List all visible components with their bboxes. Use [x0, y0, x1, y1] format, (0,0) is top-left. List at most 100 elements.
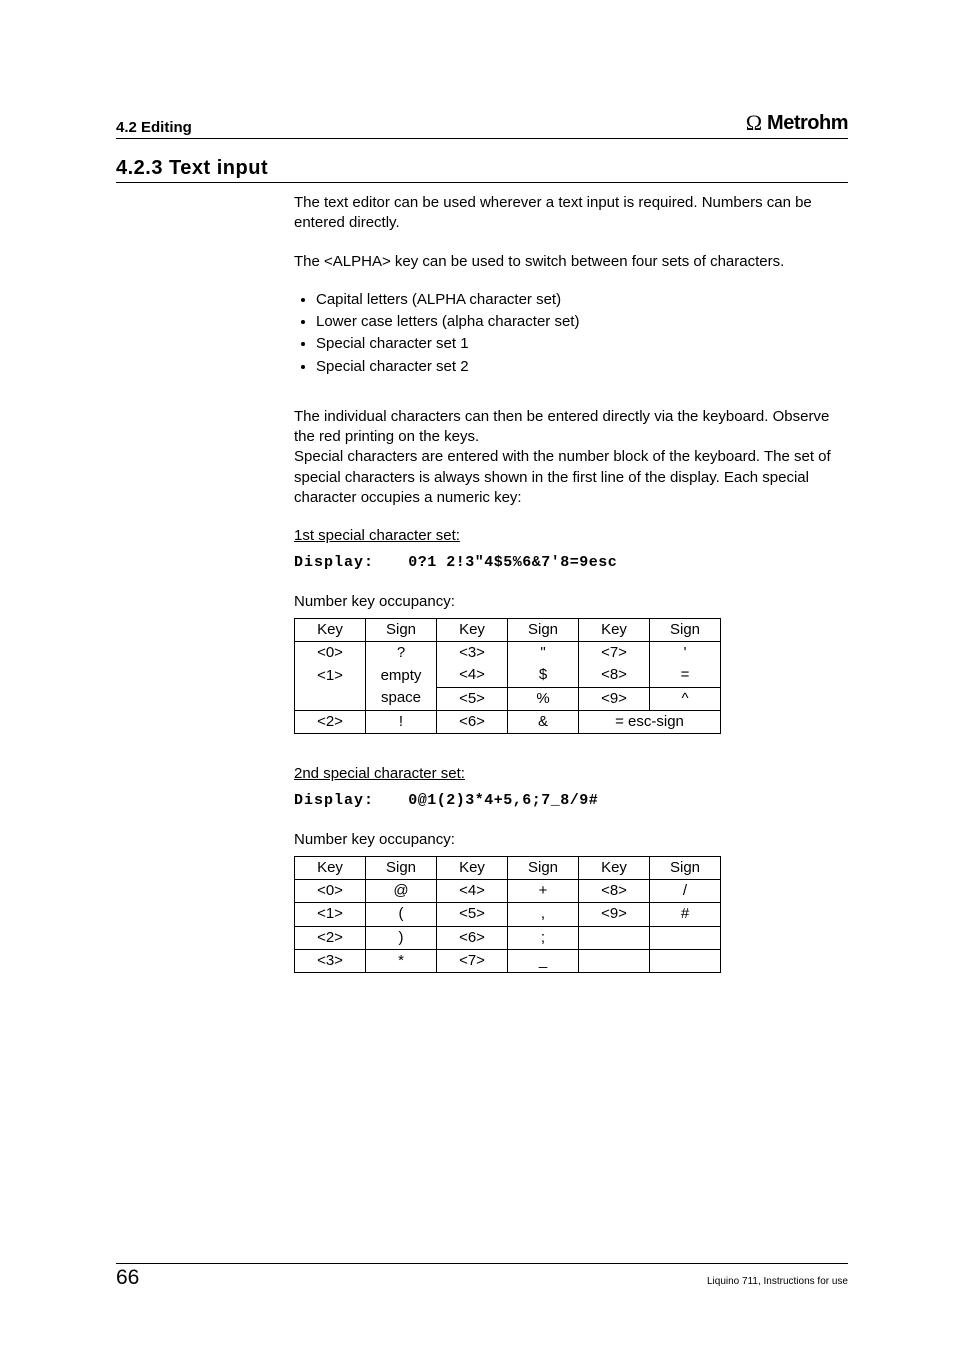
td: [295, 687, 366, 710]
table-row: <2> ) <6> ;: [295, 926, 721, 949]
display-label: Display:: [294, 554, 374, 571]
table-row: <3> * <7> _: [295, 949, 721, 972]
td: <9>: [579, 687, 650, 710]
th: Sign: [650, 618, 721, 641]
set2-title: 2nd special character set:: [294, 764, 848, 784]
td: <8>: [579, 664, 650, 687]
logo-omega-icon: Ω: [746, 110, 761, 136]
td: <5>: [437, 687, 508, 710]
set2-table: Key Sign Key Sign Key Sign <0> @ <4> + <…: [294, 856, 721, 973]
td: ": [508, 642, 579, 665]
th: Sign: [508, 856, 579, 879]
occupancy-label: Number key occupancy:: [294, 592, 848, 612]
set2-display: Display: 0@1(2)3*4+5,6;7_8/9#: [294, 790, 848, 811]
th: Key: [579, 856, 650, 879]
td: [650, 926, 721, 949]
td: ?: [366, 642, 437, 665]
td: +: [508, 880, 579, 903]
td: = esc-sign: [579, 710, 721, 733]
table-row: <1> empty <4> $ <8> =: [295, 664, 721, 687]
td: [579, 926, 650, 949]
td: <1>: [295, 664, 366, 687]
td: [579, 949, 650, 972]
td: <4>: [437, 880, 508, 903]
td: (: [366, 903, 437, 926]
paragraph: The individual characters can then be en…: [294, 407, 848, 448]
table-row: <0> ? <3> " <7> ': [295, 642, 721, 665]
td: /: [650, 880, 721, 903]
doc-title: Liquino 711, Instructions for use: [707, 1276, 848, 1287]
td: %: [508, 687, 579, 710]
td: <6>: [437, 710, 508, 733]
td: <8>: [579, 880, 650, 903]
td: =: [650, 664, 721, 687]
th: Key: [437, 856, 508, 879]
character-set-list: Capital letters (ALPHA character set) Lo…: [294, 290, 848, 377]
table-row: <1> ( <5> , <9> #: [295, 903, 721, 926]
body-content: The text editor can be used wherever a t…: [294, 193, 848, 973]
td: _: [508, 949, 579, 972]
td: #: [650, 903, 721, 926]
td: *: [366, 949, 437, 972]
td: ': [650, 642, 721, 665]
paragraph: The text editor can be used wherever a t…: [294, 193, 848, 234]
page: 4.2 Editing Ω Metrohm 4.2.3 Text input T…: [0, 0, 954, 1350]
td: <0>: [295, 642, 366, 665]
list-item: Special character set 1: [316, 334, 848, 354]
td: <6>: [437, 926, 508, 949]
td: <3>: [295, 949, 366, 972]
th: Key: [579, 618, 650, 641]
td: <7>: [437, 949, 508, 972]
th: Sign: [366, 618, 437, 641]
td: <3>: [437, 642, 508, 665]
set1-title: 1st special character set:: [294, 526, 848, 546]
td: <2>: [295, 926, 366, 949]
logo-text: Metrohm: [767, 112, 848, 135]
td: <1>: [295, 903, 366, 926]
th: Key: [437, 618, 508, 641]
td: !: [366, 710, 437, 733]
td: <2>: [295, 710, 366, 733]
list-item: Lower case letters (alpha character set): [316, 312, 848, 332]
table-row: <2> ! <6> & = esc-sign: [295, 710, 721, 733]
table-header-row: Key Sign Key Sign Key Sign: [295, 618, 721, 641]
td: @: [366, 880, 437, 903]
display-value: 0@1(2)3*4+5,6;7_8/9#: [408, 792, 598, 809]
td: ;: [508, 926, 579, 949]
paragraph: Special characters are entered with the …: [294, 447, 848, 508]
list-item: Special character set 2: [316, 357, 848, 377]
table-row: space <5> % <9> ^: [295, 687, 721, 710]
table-row: <0> @ <4> + <8> /: [295, 880, 721, 903]
th: Key: [295, 856, 366, 879]
td: &: [508, 710, 579, 733]
section-title: 4.2.3 Text input: [116, 157, 848, 183]
list-item: Capital letters (ALPHA character set): [316, 290, 848, 310]
td: <0>: [295, 880, 366, 903]
th: Sign: [650, 856, 721, 879]
set1-table: Key Sign Key Sign Key Sign <0> ? <3> " <…: [294, 618, 721, 734]
td: <7>: [579, 642, 650, 665]
td: ): [366, 926, 437, 949]
td: ^: [650, 687, 721, 710]
td: <4>: [437, 664, 508, 687]
td: space: [366, 687, 437, 710]
paragraph: The <ALPHA> key can be used to switch be…: [294, 252, 848, 272]
td: ,: [508, 903, 579, 926]
table-header-row: Key Sign Key Sign Key Sign: [295, 856, 721, 879]
th: Key: [295, 618, 366, 641]
td: <9>: [579, 903, 650, 926]
td: empty: [366, 664, 437, 687]
page-footer: 66 Liquino 711, Instructions for use: [116, 1263, 848, 1290]
th: Sign: [508, 618, 579, 641]
td: [650, 949, 721, 972]
set1-display: Display: 0?1 2!3"4$5%6&7'8=9esc: [294, 552, 848, 573]
display-value: 0?1 2!3"4$5%6&7'8=9esc: [408, 554, 617, 571]
occupancy-label: Number key occupancy:: [294, 830, 848, 850]
page-header: 4.2 Editing Ω Metrohm: [116, 110, 848, 139]
th: Sign: [366, 856, 437, 879]
td: <5>: [437, 903, 508, 926]
page-number: 66: [116, 1266, 139, 1290]
brand-logo: Ω Metrohm: [746, 110, 848, 136]
header-section-label: 4.2 Editing: [116, 119, 192, 136]
display-label: Display:: [294, 792, 374, 809]
